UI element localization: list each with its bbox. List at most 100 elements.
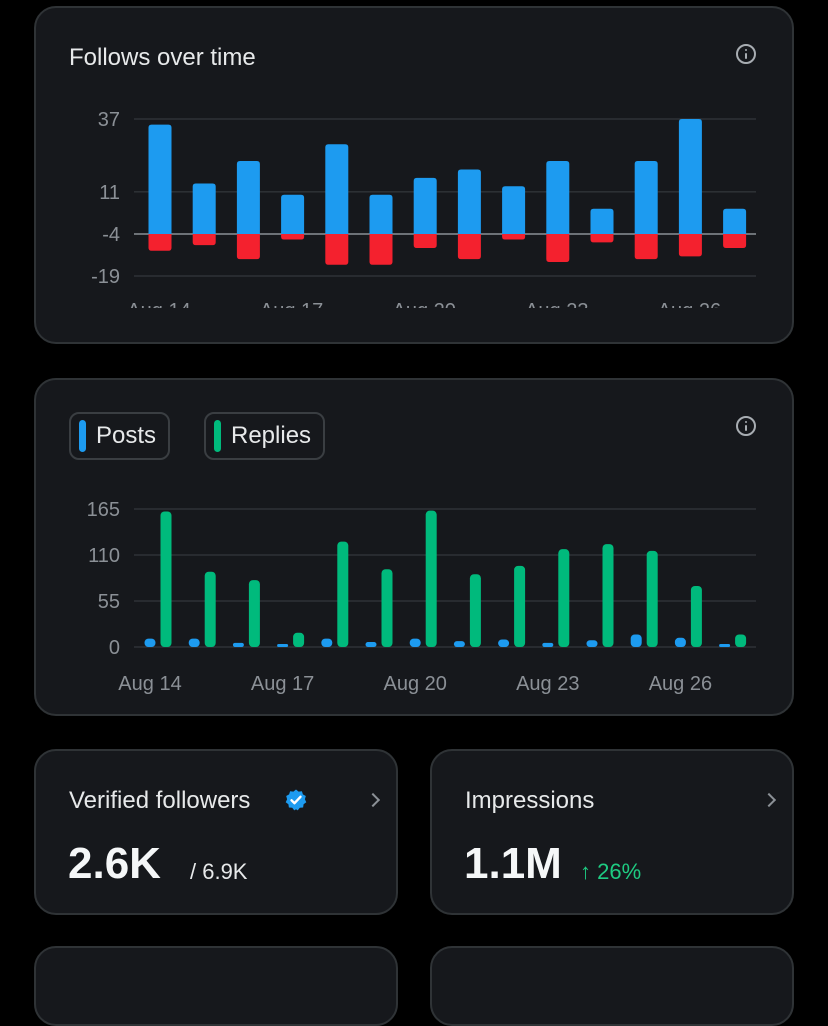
replies-bar — [248, 580, 260, 647]
posts-bar — [674, 637, 686, 647]
y-tick-label: 0 — [109, 637, 120, 659]
x-tick-label: Aug 26 — [658, 300, 721, 308]
follows-bar-negative — [457, 233, 481, 260]
replies-bar — [204, 571, 216, 647]
follows-bar-negative — [590, 233, 614, 243]
posts-replies-chart: 165 110 55 0 Aug 14 Aug 17 Aug 20 Aug 23 Aug 26 — [87, 499, 756, 695]
legend-replies-label: Replies — [231, 422, 312, 449]
x-tick-label: Aug 23 — [516, 673, 579, 695]
impressions-delta: ↑ 26% — [580, 859, 642, 884]
posts-bar — [586, 640, 598, 647]
x-tick-label: Aug 23 — [525, 300, 588, 308]
verified-followers-card[interactable]: Verified followers 2.6K / 6.9K — [34, 749, 398, 915]
follows-bar-positive — [281, 194, 305, 234]
follows-bar-negative — [502, 233, 526, 240]
impressions-card[interactable]: Impressions 1.1M ↑ 26% — [430, 749, 794, 915]
follows-bar-negative — [236, 233, 260, 260]
follows-bar-negative — [148, 233, 172, 251]
replies-bar — [602, 544, 614, 647]
legend-replies-chip[interactable]: Replies — [204, 412, 326, 460]
replies-bar — [381, 569, 393, 647]
x-tick-label: Aug 26 — [649, 673, 712, 695]
follows-bar-positive — [325, 144, 349, 234]
follows-over-time-card: Follows over time 37 11 -4 -19 Aug 14 Aug 17 A… — [34, 6, 794, 344]
impressions-title: Impressions — [465, 787, 595, 814]
follows-bar-negative — [546, 233, 570, 262]
posts-bar — [498, 639, 510, 647]
legend-posts-label: Posts — [96, 422, 157, 449]
replies-bar — [646, 550, 658, 647]
x-tick-label: Aug 14 — [127, 300, 190, 308]
replies-bar — [514, 565, 526, 647]
verified-badge-icon — [285, 789, 307, 811]
posts-bar — [188, 638, 200, 647]
replies-bar — [337, 541, 349, 647]
info-icon[interactable] — [736, 44, 756, 64]
follows-bar-negative — [413, 233, 437, 248]
chevron-right-icon[interactable] — [365, 792, 381, 808]
follows-bar-negative — [325, 233, 349, 265]
follows-bar-positive — [413, 177, 437, 234]
replies-bar — [160, 511, 172, 647]
impressions-value: 1.1M — [464, 839, 562, 888]
posts-bar — [542, 642, 554, 647]
x-tick-label: Aug 20 — [384, 673, 447, 695]
follows-bar-positive — [369, 194, 393, 234]
total-followers-value: / 6.9K — [190, 859, 248, 884]
posts-bar — [719, 644, 731, 647]
follows-bar-negative — [723, 233, 747, 248]
follows-bar-positive — [723, 208, 747, 234]
x-tick-label: Aug 17 — [251, 673, 314, 695]
posts-swatch — [79, 420, 86, 452]
replies-swatch — [214, 420, 221, 452]
follows-bar-positive — [457, 169, 481, 234]
follows-chart: 37 11 -4 -19 Aug 14 Aug 17 Aug 20 Aug 23 Aug 26 — [91, 109, 756, 308]
posts-bar — [232, 642, 244, 647]
follows-bar-positive — [546, 161, 570, 234]
posts-bar — [365, 641, 377, 647]
y-tick-label: 37 — [98, 109, 120, 131]
follows-bar-positive — [590, 208, 614, 234]
posts-bar — [277, 644, 289, 647]
replies-bar — [425, 510, 437, 647]
posts-bar — [321, 638, 333, 647]
posts-bar — [144, 638, 156, 647]
posts-bar — [409, 638, 421, 647]
verified-followers-title: Verified followers — [69, 787, 251, 814]
posts-replies-card: Posts Replies 165 110 55 0 Aug 14 Aug 17 Aug 2… — [34, 378, 794, 716]
replies-bar — [735, 634, 747, 647]
follows-bar-positive — [236, 161, 260, 234]
x-tick-label: Aug 20 — [393, 300, 456, 308]
follows-bar-negative — [281, 233, 305, 240]
follows-bar-positive — [148, 124, 172, 234]
legend-posts-chip[interactable]: Posts — [69, 412, 171, 460]
follows-bar-positive — [678, 119, 702, 234]
y-tick-label: 165 — [87, 499, 120, 521]
follows-bar-negative — [369, 233, 393, 265]
x-tick-label: Aug 14 — [118, 673, 181, 695]
follows-bar-positive — [192, 183, 216, 234]
chevron-right-icon[interactable] — [761, 792, 777, 808]
posts-bar — [630, 634, 642, 647]
y-tick-label: -19 — [91, 266, 120, 288]
follows-chart-title: Follows over time — [69, 44, 256, 71]
replies-bar — [293, 632, 305, 647]
y-tick-label: 110 — [88, 545, 120, 567]
posts-bar — [453, 641, 465, 647]
stat-card-partial-left[interactable] — [34, 946, 398, 1026]
y-tick-label: 11 — [99, 182, 120, 204]
follows-bar-negative — [634, 233, 658, 260]
stat-card-partial-right[interactable] — [430, 946, 794, 1026]
y-tick-label: -4 — [102, 224, 120, 246]
follows-bar-negative — [678, 233, 702, 257]
follows-bar-positive — [502, 186, 526, 234]
replies-bar — [690, 585, 702, 647]
replies-bar — [469, 574, 481, 647]
follows-bar-positive — [634, 161, 658, 234]
verified-followers-value: 2.6K — [68, 839, 161, 888]
info-icon[interactable] — [736, 416, 756, 436]
replies-bar — [558, 549, 570, 647]
x-tick-label: Aug 17 — [260, 300, 323, 308]
y-tick-label: 55 — [98, 591, 120, 613]
follows-bar-negative — [192, 233, 216, 246]
